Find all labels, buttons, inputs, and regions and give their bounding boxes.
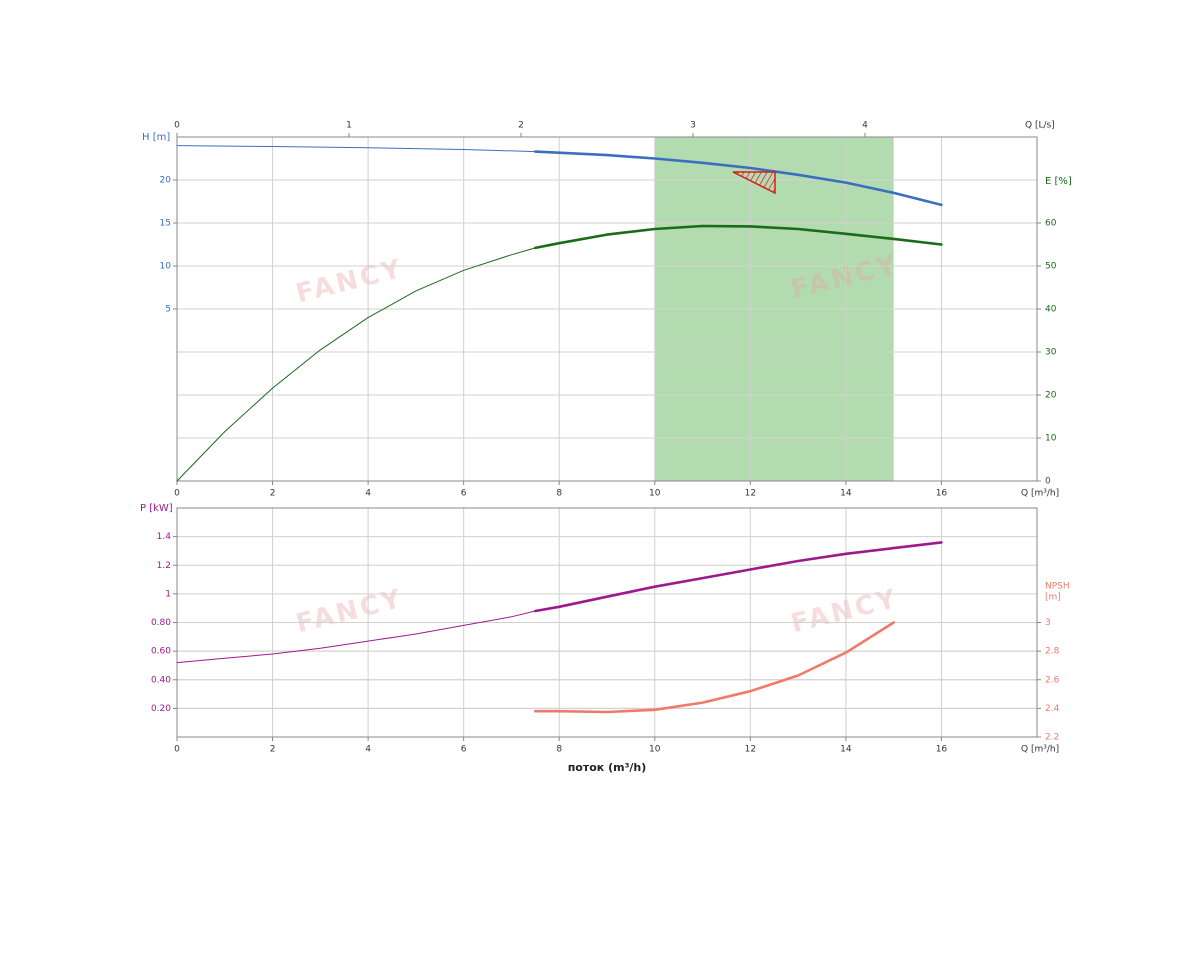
y2-tick-label: 10: [1045, 434, 1057, 444]
y-axis-label: P [kW]: [140, 503, 173, 514]
y2-axis-label: NPSH: [1045, 582, 1070, 592]
y2-tick-label: 0: [1045, 477, 1051, 487]
y-tick-label: 0.80: [151, 618, 171, 628]
curve-thin: [176, 610, 536, 664]
x-tick-label: 8: [556, 745, 562, 755]
x-tick-label: 6: [461, 489, 467, 499]
x2-tick-label: 0: [174, 121, 180, 131]
x-axis-label: Q [m³/h]: [1021, 489, 1059, 499]
x-tick-label: 2: [270, 745, 276, 755]
x2-tick-label: 2: [518, 121, 524, 131]
y2-tick-label: 60: [1045, 219, 1057, 229]
curve-operating: [534, 621, 895, 714]
y-tick-label: 5: [165, 305, 171, 315]
x-tick-label: 8: [556, 489, 562, 499]
duty-point-marker: [732, 171, 776, 195]
curve-thin: [176, 247, 536, 482]
y-axis-label: H [m]: [142, 132, 170, 143]
x-tick-label: 4: [365, 489, 371, 499]
y-tick-label: 1: [165, 589, 171, 599]
x-tick-label: 12: [745, 489, 756, 499]
x-tick-label: 14: [840, 745, 852, 755]
x-tick-label: 14: [840, 489, 852, 499]
x-tick-label: 6: [461, 745, 467, 755]
y2-tick-label: 2.2: [1045, 733, 1059, 743]
y2-tick-label: 30: [1045, 348, 1057, 358]
curve-operating: [534, 541, 943, 613]
y-tick-label: 15: [160, 219, 171, 229]
watermark: FANCY: [293, 584, 407, 640]
plot-frame: [176, 507, 1038, 738]
curve-operating: [534, 224, 943, 250]
x-tick-label: 0: [174, 489, 180, 499]
x2-axis-label: Q [L/s]: [1025, 121, 1055, 131]
watermark: FANCY: [293, 254, 407, 310]
x-tick-label: 16: [936, 489, 948, 499]
y2-tick-label: 2.8: [1045, 647, 1060, 657]
x2-tick-label: 1: [346, 121, 352, 131]
curve-operating: [534, 150, 943, 207]
x-tick-label: 10: [649, 745, 661, 755]
y-tick-label: 0.20: [151, 704, 171, 714]
y-tick-label: 1.4: [157, 532, 172, 542]
watermark: FANCY: [788, 584, 902, 640]
x-tick-label: 12: [745, 745, 756, 755]
x2-tick-label: 4: [862, 121, 868, 131]
y2-tick-label: 40: [1045, 305, 1057, 315]
y2-tick-label: 20: [1045, 391, 1057, 401]
y2-tick-label: 3: [1045, 618, 1051, 628]
y2-axis-label: [m]: [1045, 593, 1061, 603]
y-tick-label: 0.60: [151, 647, 171, 657]
y-tick-label: 10: [160, 262, 172, 272]
y-tick-label: 20: [160, 176, 172, 186]
foreground-layer: 0 2 4 6 8 10 12 14 16 Q [m³/h]0 1 2 3 4 Q [L/s]5101520…: [140, 121, 1072, 775]
x-tick-label: 16: [936, 745, 948, 755]
x-axis-title: поток (m³/h): [568, 761, 647, 774]
x-tick-label: 0: [174, 745, 180, 755]
x2-tick-label: 3: [690, 121, 696, 131]
plot-frame: [176, 136, 1038, 482]
y-tick-label: 1.2: [157, 561, 171, 571]
y2-tick-label: 50: [1045, 262, 1057, 272]
x-tick-label: 10: [649, 489, 661, 499]
y2-axis-label: E [%]: [1045, 176, 1072, 187]
y2-tick-label: 2.4: [1045, 704, 1060, 714]
y-tick-label: 0.40: [151, 675, 171, 685]
x-tick-label: 2: [270, 489, 276, 499]
x-axis-label: Q [m³/h]: [1021, 745, 1059, 755]
x-tick-label: 4: [365, 745, 371, 755]
y2-tick-label: 2.6: [1045, 675, 1060, 685]
curve-thin: [176, 145, 536, 153]
